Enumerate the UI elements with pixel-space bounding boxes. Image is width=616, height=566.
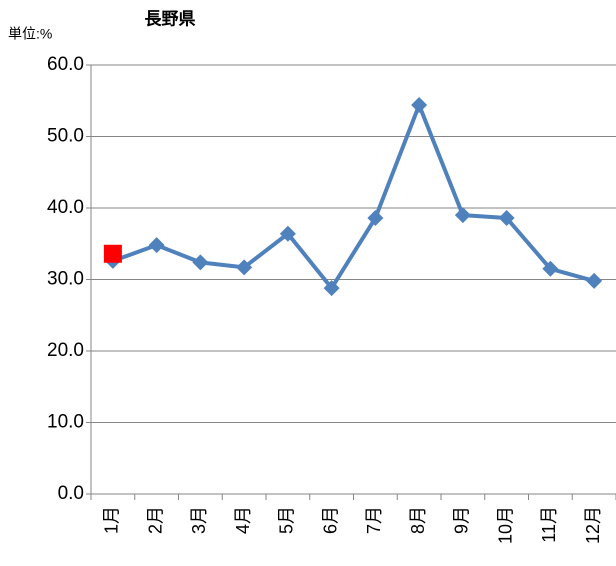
x-tick-label: 10月 bbox=[495, 506, 515, 544]
x-tick-label: 11月 bbox=[539, 506, 559, 543]
marker bbox=[498, 210, 515, 227]
marker bbox=[279, 225, 296, 242]
x-tick-label: 6月 bbox=[320, 506, 340, 534]
x-tick-label: 7月 bbox=[364, 506, 384, 534]
y-tick-label: 20.0 bbox=[47, 340, 84, 361]
x-tick-label: 3月 bbox=[189, 506, 209, 534]
marker bbox=[236, 259, 253, 276]
marker bbox=[103, 244, 122, 263]
marker bbox=[411, 97, 428, 114]
x-tick-label: 2月 bbox=[145, 506, 165, 534]
marker bbox=[148, 237, 165, 254]
marker bbox=[367, 210, 384, 227]
marker bbox=[323, 280, 340, 297]
y-axis-label: 単位:% bbox=[8, 26, 52, 42]
x-tick-label: 8月 bbox=[408, 506, 428, 534]
y-tick-label: 10.0 bbox=[47, 412, 84, 433]
chart-title: 長野県 bbox=[145, 9, 196, 28]
x-tick-label: 1月 bbox=[102, 506, 122, 534]
x-tick-label: 4月 bbox=[233, 506, 253, 534]
x-tick-label: 12月 bbox=[583, 506, 603, 544]
y-tick-label: 30.0 bbox=[47, 269, 84, 290]
x-tick-label: 5月 bbox=[277, 506, 297, 534]
marker bbox=[454, 207, 471, 224]
y-tick-label: 60.0 bbox=[47, 54, 84, 75]
x-tick-label: 9月 bbox=[452, 506, 472, 534]
y-tick-label: 0.0 bbox=[58, 483, 84, 504]
marker bbox=[542, 260, 559, 277]
y-tick-label: 40.0 bbox=[47, 197, 84, 218]
y-tick-label: 50.0 bbox=[47, 126, 84, 147]
marker bbox=[586, 272, 603, 289]
marker bbox=[192, 254, 209, 271]
line bbox=[112, 103, 595, 291]
